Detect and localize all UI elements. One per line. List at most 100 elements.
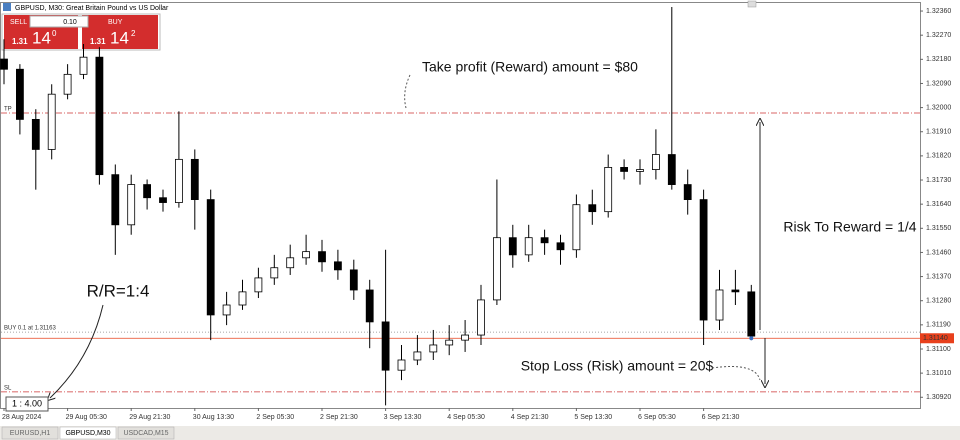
tabs: EURUSD,H1 GBPUSD,M30 USDCAD,M15 [1,426,175,440]
candle-body [174,158,183,203]
buy-price-big: 1.31 [90,37,106,46]
candle-body [699,199,708,321]
candle-body [222,304,231,316]
take-profit-note: Take profit (Reward) amount = $80 [422,59,638,75]
sell-price-pips: 14 [32,28,51,47]
y-tick-label: 1.32000 [926,104,951,111]
y-tick-label: 1.31820 [926,153,951,160]
level-label: BUY 0.1 at 1.31163 [4,326,56,332]
tab[interactable] [59,426,117,440]
window-icon [3,3,11,11]
candle-body [604,167,613,213]
buy-button[interactable] [82,15,158,49]
tp-pointer [404,74,411,109]
plot: 1.32360 1.32270 1.32180 1.32090 1.32000 1.319… [0,7,954,421]
x-tick-label: 4 Sep 05:30 [447,414,485,421]
level-label: TP [4,107,12,113]
buy-price-point: 2 [131,29,136,38]
level-label: SL [4,385,12,391]
candle-body [429,344,438,353]
lot-input[interactable] [29,15,89,28]
x-tick-label: 3 Sep 13:30 [384,414,422,421]
buy-price-pips: 14 [110,28,129,47]
y-tick-label: 1.31730 [926,177,951,184]
y-tick-label: 1.32090 [926,80,951,87]
tab[interactable] [1,426,59,440]
entry-marker [749,336,754,341]
candle-body [540,237,549,244]
candle-body [445,339,454,346]
x-tick-label: 29 Aug 21:30 [129,414,170,421]
candle-body [302,251,311,259]
candle-body [286,257,295,269]
lot-value: 0.10 [63,19,77,26]
candle-body [556,242,565,251]
rr-note: R/R=1:4 [87,281,150,300]
buy-label: BUY [108,19,123,26]
tab-label: GBPUSD,M30 [65,430,110,437]
candle-body [747,291,756,337]
y-tick-label: 1.30920 [926,394,951,401]
stop-loss-note: Stop Loss (Risk) amount = 20$ [521,358,714,374]
ratio-box [5,396,49,412]
candle-body [0,58,8,70]
tab-label: USDCAD,M15 [123,430,168,437]
candle-body [461,334,470,341]
candle-body [47,93,56,150]
y-tick-label: 1.32180 [926,56,951,63]
candle-body [333,261,342,271]
x-tick-label: 2 Sep 21:30 [320,414,358,421]
y-tick-label: 1.31910 [926,129,951,136]
candle-body [715,289,724,321]
risk-reward-note: Risk To Reward = 1/4 [783,219,916,235]
y-tick-label: 1.31460 [926,249,951,256]
candle-body [572,204,581,251]
candle-body [143,184,152,199]
candle-body [159,197,167,203]
candle-body [636,169,644,172]
x-tick-label: 4 Sep 21:30 [511,414,549,421]
candle-body [652,154,660,170]
rr-arrow [50,304,104,398]
x-tick-label: 5 Sep 13:30 [574,414,612,421]
candle-body [95,56,104,176]
candle-body [683,184,692,200]
y-tick-label: 1.31190 [926,322,951,329]
y-tick-label: 1.32270 [926,32,951,39]
x-tick-label: 2 Sep 05:30 [256,414,294,421]
sell-label: SELL [10,19,27,26]
sell-price-point: 0 [52,29,57,38]
candle-body [111,174,120,226]
ratio-label: 1 : 4.00 [12,398,42,408]
candle-body [381,321,390,371]
tab-label: EURUSD,H1 [10,430,51,437]
candle-body [254,277,263,293]
candle-body [63,73,72,95]
candle-body [492,237,501,301]
candle-body [127,184,136,226]
trade-panel: SELL 0.10 BUY 1.31 14 0 1.31 14 2 [1,13,161,51]
candle-body [508,237,517,256]
candle-body [365,289,374,323]
y-tick-label: 1.31640 [926,201,951,208]
plot-frame [0,2,921,409]
candle-body [270,267,279,279]
x-tick-label: 28 Aug 2024 [2,414,41,421]
y-tick-label: 1.31010 [926,370,951,377]
window-button[interactable] [747,0,757,8]
candle-body [477,299,485,336]
x-tick-label: 30 Aug 13:30 [193,414,234,421]
candle-body [15,68,24,120]
tab[interactable] [117,426,175,440]
candle-body [206,199,215,316]
y-tick-label: 1.31100 [926,346,951,353]
tab-bar [0,426,960,440]
candle-body [31,119,40,150]
candle-body [620,167,628,172]
y-tick-label: 1.31370 [926,273,951,280]
candle-body [318,251,326,263]
candle-body [79,56,88,75]
sell-price-big: 1.31 [12,37,28,46]
